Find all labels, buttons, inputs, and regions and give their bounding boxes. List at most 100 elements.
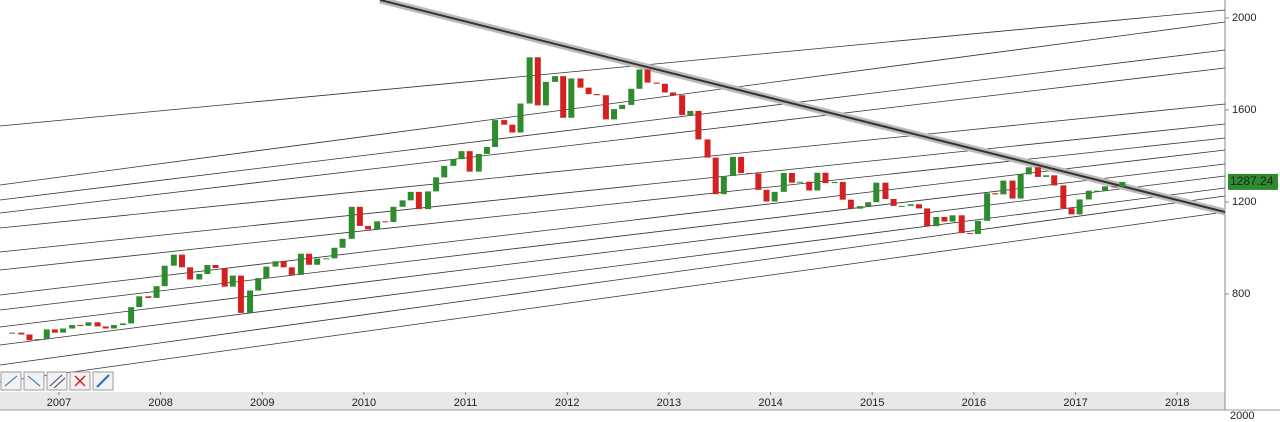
candle <box>831 181 838 184</box>
candle <box>1119 181 1126 187</box>
trend-line <box>0 49 1226 201</box>
candle <box>9 332 16 334</box>
candle <box>102 326 109 329</box>
candle <box>492 120 499 147</box>
candle <box>695 110 702 140</box>
candle <box>424 191 431 210</box>
candle <box>763 189 770 202</box>
candle <box>136 296 143 308</box>
candle <box>374 221 381 230</box>
trend-lines <box>0 0 1226 383</box>
tool-icon <box>96 374 110 388</box>
candle <box>237 275 244 313</box>
tool-channel[interactable] <box>46 371 68 391</box>
trend-line <box>0 137 1226 271</box>
x-tick-label: 2008 <box>148 397 172 409</box>
candle <box>390 206 397 222</box>
candle <box>145 296 152 298</box>
candle <box>746 172 753 174</box>
candle <box>704 139 711 158</box>
candle <box>221 268 228 287</box>
candle <box>1017 174 1024 199</box>
tool-icon <box>49 374 63 387</box>
candle <box>1093 190 1100 192</box>
trend-line <box>0 149 1226 296</box>
candle <box>1025 167 1032 175</box>
candle <box>128 307 135 324</box>
y-tick-label: 800 <box>1232 288 1250 300</box>
candle <box>712 157 719 195</box>
candle <box>687 110 694 116</box>
candle <box>433 177 440 192</box>
candle <box>34 339 41 341</box>
axes: 800 1200 1600 2000 2007 2008 2009 2010 2011 2012 2… <box>47 12 1278 409</box>
candle <box>984 193 991 221</box>
candle <box>780 172 787 192</box>
last-price-label: 1287.24 <box>1230 174 1274 188</box>
candle <box>212 265 219 269</box>
candle <box>288 267 295 275</box>
candle <box>924 208 931 227</box>
candle <box>788 172 795 183</box>
candle <box>949 215 956 222</box>
candle <box>602 95 609 120</box>
tool-icon <box>53 377 66 389</box>
candle <box>120 323 127 326</box>
candle <box>26 334 33 341</box>
candle <box>534 57 541 106</box>
trend-line <box>0 175 1226 328</box>
candle <box>916 204 923 209</box>
candle <box>348 206 355 239</box>
tool-icon <box>4 375 18 387</box>
candle <box>542 81 549 106</box>
candle <box>85 322 92 326</box>
candle <box>771 191 778 202</box>
candle <box>1043 175 1050 177</box>
candle <box>1076 199 1083 215</box>
candle <box>568 78 575 118</box>
candle <box>161 265 168 287</box>
candle <box>415 191 422 210</box>
candle <box>679 95 686 116</box>
x-tick-label: 2007 <box>47 397 71 409</box>
candle <box>196 273 203 280</box>
candle <box>229 275 236 287</box>
x-tick-label: 2013 <box>657 397 681 409</box>
candle <box>483 147 490 154</box>
candle <box>51 329 58 333</box>
candle <box>890 198 897 206</box>
candle <box>839 181 846 200</box>
candle <box>18 332 25 335</box>
candle <box>907 204 914 206</box>
y-tick-label: 2000 <box>1232 12 1256 24</box>
candle <box>806 181 813 191</box>
candle <box>933 216 940 227</box>
candle <box>577 78 584 88</box>
trend-line <box>0 103 1226 229</box>
candle <box>619 104 626 110</box>
candle <box>941 216 948 222</box>
candle <box>517 103 524 133</box>
trend-line <box>0 187 1226 346</box>
candle <box>898 205 905 207</box>
downtrend-line <box>379 0 1226 213</box>
x-tick-label: 2014 <box>758 397 782 409</box>
candle <box>1102 186 1109 191</box>
candle <box>263 266 270 279</box>
candle <box>339 238 346 248</box>
candle <box>636 69 643 89</box>
candle <box>187 267 194 280</box>
candle <box>552 76 559 82</box>
candle <box>873 182 880 203</box>
candle <box>314 258 321 265</box>
tool-icon <box>27 375 41 387</box>
candle <box>204 265 211 274</box>
candle <box>280 261 287 268</box>
trend-line <box>0 195 1226 366</box>
trend-line <box>0 67 1226 214</box>
trend-line <box>0 9 1226 127</box>
trend-line <box>0 211 1226 383</box>
candle <box>720 175 727 195</box>
candle <box>153 286 160 298</box>
